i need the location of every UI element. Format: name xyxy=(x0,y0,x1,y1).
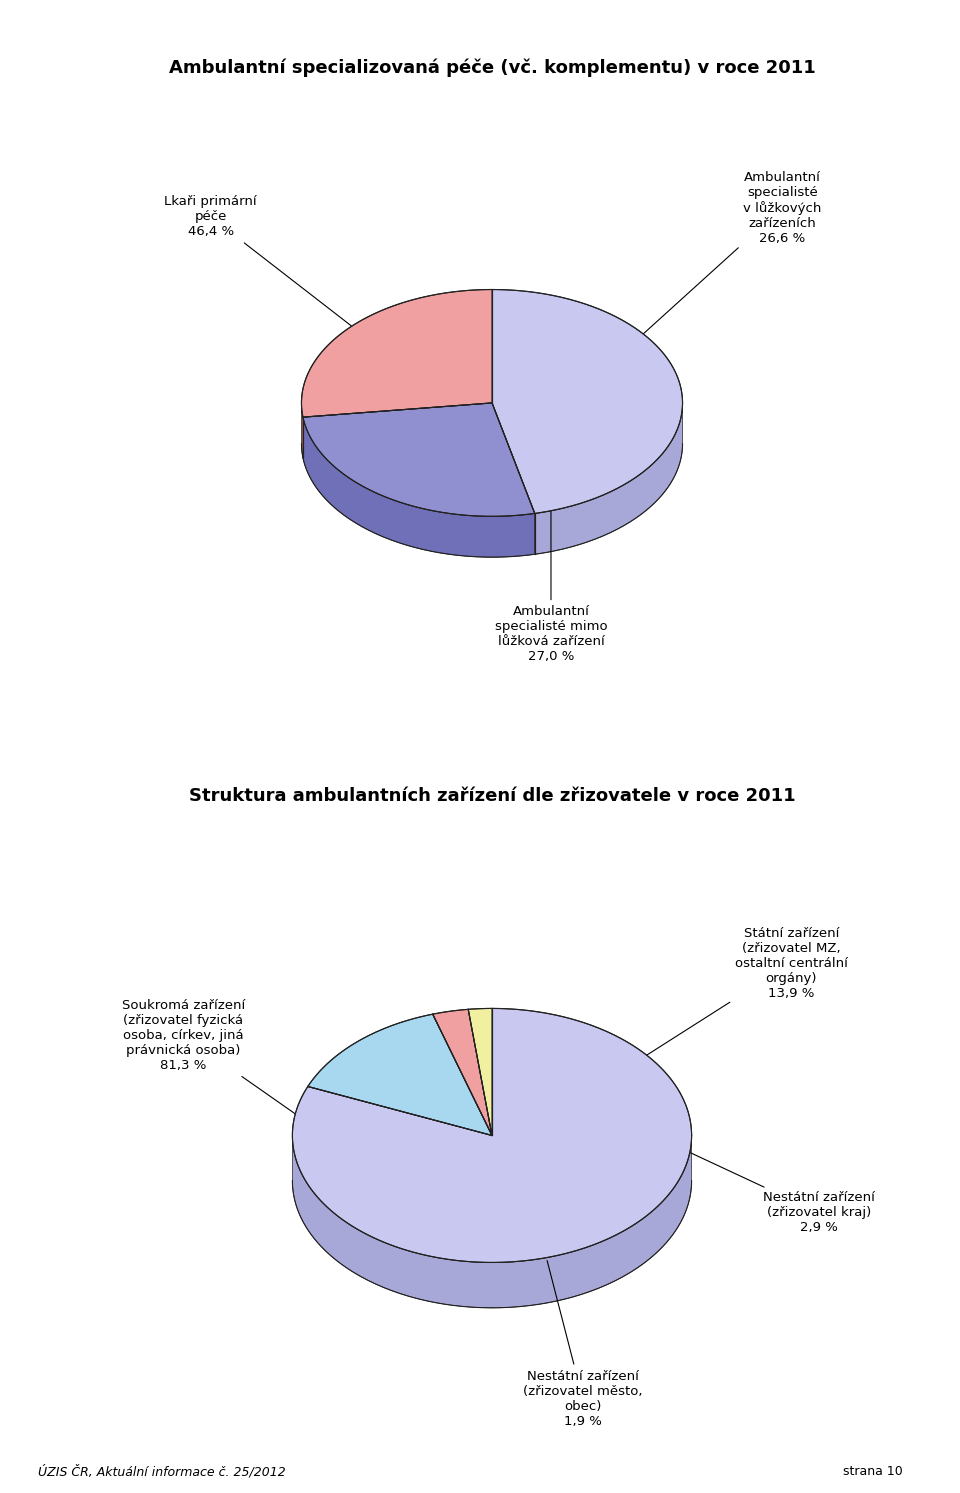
Polygon shape xyxy=(308,1014,492,1136)
Title: Ambulantní specializovaná péče (vč. komplementu) v roce 2011: Ambulantní specializovaná péče (vč. komp… xyxy=(169,58,815,78)
Polygon shape xyxy=(301,403,303,458)
Text: Státní zařízení
(zřizovatel MZ,
ostaltní centrální
orgány)
13,9 %: Státní zařízení (zřizovatel MZ, ostaltní… xyxy=(644,927,848,1057)
Text: Nestátní zařízení
(zřizovatel město,
obec)
1,9 %: Nestátní zařízení (zřizovatel město, obe… xyxy=(523,1260,642,1427)
Polygon shape xyxy=(293,1138,691,1308)
Text: Lkaři primární
péče
46,4 %: Lkaři primární péče 46,4 % xyxy=(164,196,390,355)
Polygon shape xyxy=(303,417,535,557)
Title: Struktura ambulantních zařízení dle zřizovatele v roce 2011: Struktura ambulantních zařízení dle zřiz… xyxy=(189,787,795,805)
Polygon shape xyxy=(293,1008,691,1263)
Text: strana 10: strana 10 xyxy=(843,1465,902,1478)
Polygon shape xyxy=(303,403,535,517)
Polygon shape xyxy=(301,290,492,417)
Text: Ambulantní
specialisté
v lůžkových
zařízeních
26,6 %: Ambulantní specialisté v lůžkových zaříz… xyxy=(639,170,822,337)
Text: Nestátní zařízení
(zřizovatel kraj)
2,9 %: Nestátní zařízení (zřizovatel kraj) 2,9 … xyxy=(685,1150,875,1235)
Polygon shape xyxy=(433,1009,492,1136)
Polygon shape xyxy=(468,1008,492,1136)
Polygon shape xyxy=(535,405,683,554)
Text: Soukromá zařízení
(zřizovatel fyzická
osoba, církev, jiná
právnická osoba)
81,3 : Soukromá zařízení (zřizovatel fyzická os… xyxy=(122,999,363,1162)
Text: Ambulantní
specialisté mimo
lůžková zařízení
27,0 %: Ambulantní specialisté mimo lůžková zaří… xyxy=(494,511,608,663)
Text: ÚZIS ČR, Aktuální informace č. 25/2012: ÚZIS ČR, Aktuální informace č. 25/2012 xyxy=(38,1465,286,1478)
Polygon shape xyxy=(492,290,683,514)
